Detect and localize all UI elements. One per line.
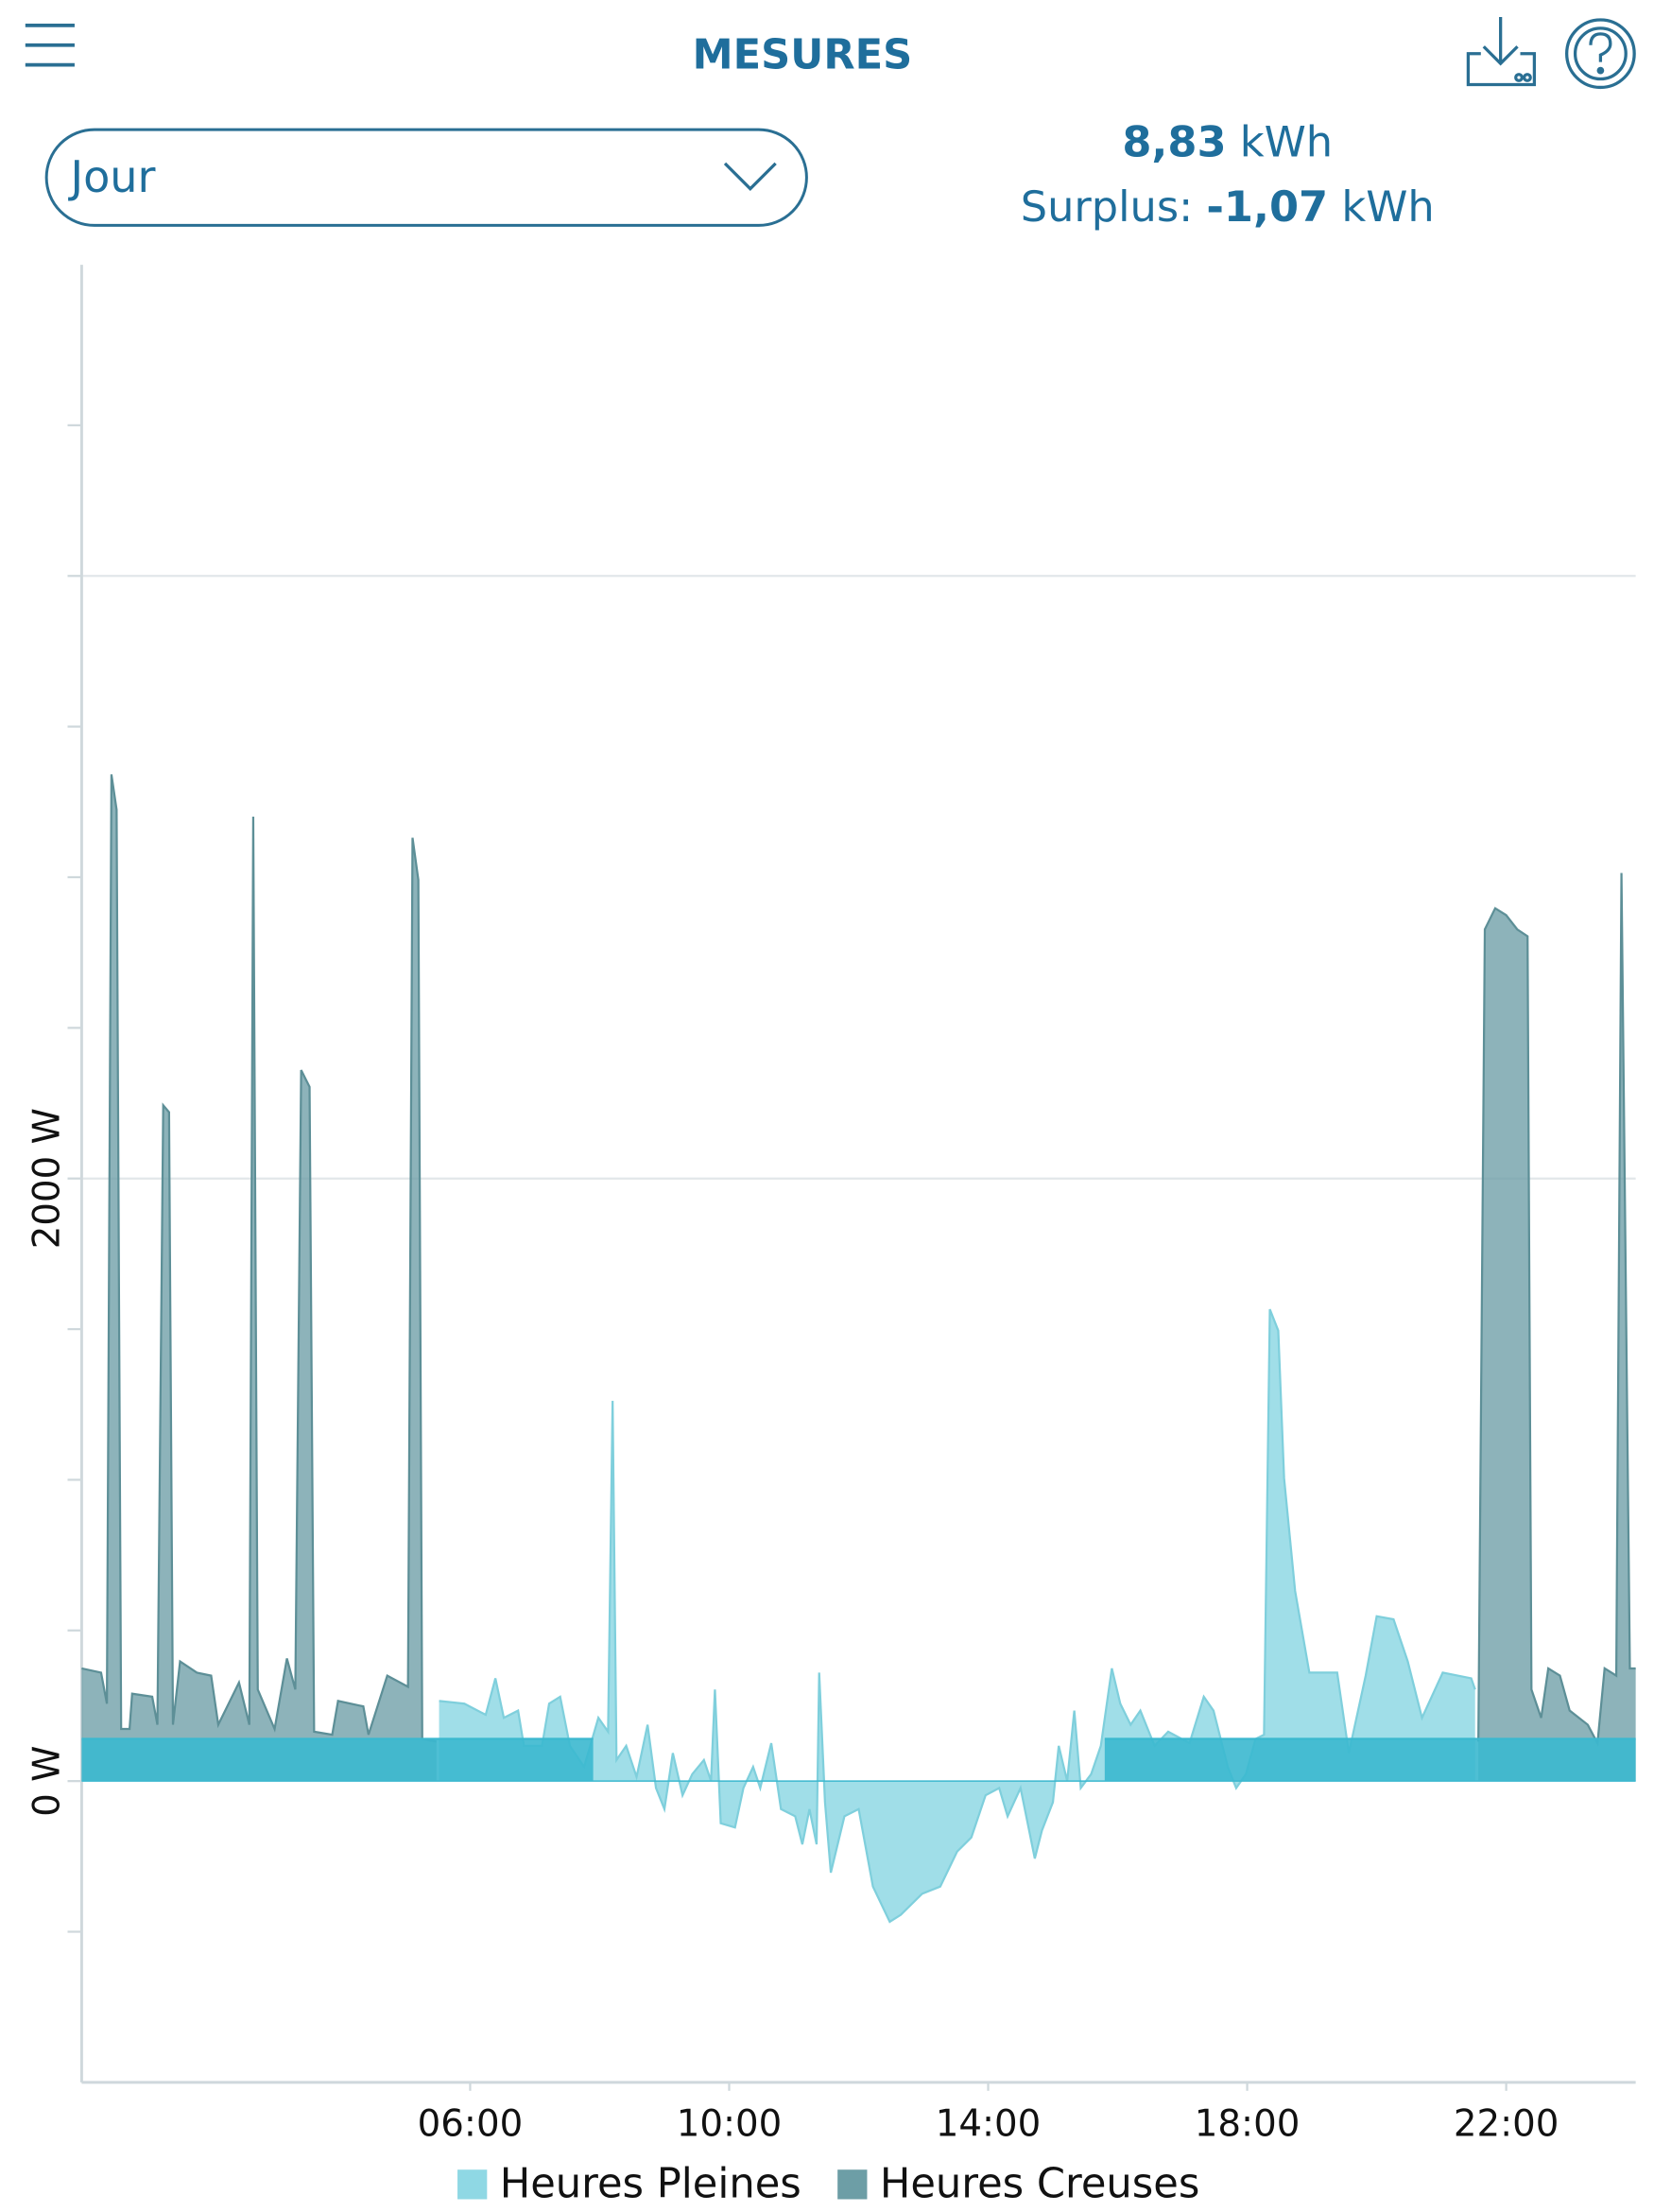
help-circle-inner xyxy=(1573,26,1628,81)
period-dropdown[interactable]: Jour xyxy=(44,128,808,227)
y-tick-label: 0 W xyxy=(26,1746,69,1817)
energy-total: 8,83 kWh xyxy=(1122,118,1333,167)
download-tray xyxy=(1466,52,1537,87)
surplus-value: -1,07 xyxy=(1206,182,1328,232)
x-tick-label: 18:00 xyxy=(1195,2103,1301,2146)
area-line xyxy=(439,1308,1476,1924)
help-button[interactable] xyxy=(1565,18,1636,90)
area-line xyxy=(81,774,1636,1747)
chart: 0 W 2000 W 06:00 10:00 14:00 18:00 22:00 Heures… xyxy=(26,265,1636,2208)
dropdown-chevron xyxy=(723,162,777,191)
page-title: MESURES xyxy=(693,32,913,79)
x-tick-label: 14:00 xyxy=(936,2103,1042,2146)
legend-swatch xyxy=(837,2169,868,2200)
x-tick-label: 22:00 xyxy=(1454,2103,1559,2146)
download-button[interactable] xyxy=(1466,16,1537,87)
dropdown-label: Jour xyxy=(67,151,155,202)
legend-label: Heures Pleines xyxy=(500,2161,801,2208)
legend-label: Heures Creuses xyxy=(880,2161,1200,2208)
download-arrow xyxy=(1482,16,1519,66)
surplus-unit: kWh xyxy=(1341,182,1434,232)
x-tick-label: 06:00 xyxy=(418,2103,524,2146)
help-circle xyxy=(1565,18,1636,90)
x-tick-label: 10:00 xyxy=(677,2103,783,2146)
surplus-label: Surplus: xyxy=(1021,182,1193,232)
help-mark xyxy=(1589,32,1612,62)
area-fill xyxy=(81,1738,1636,1782)
legend-swatch xyxy=(457,2169,488,2200)
energy-unit: kWh xyxy=(1240,118,1333,167)
energy-value: 8,83 xyxy=(1122,118,1226,167)
surplus-total: Surplus: -1,07 kWh xyxy=(1021,182,1435,232)
dropdown-box xyxy=(44,128,808,227)
icon-dot xyxy=(1523,73,1532,82)
menu-button[interactable] xyxy=(25,24,75,67)
area-fill xyxy=(81,774,1636,1782)
help-dot xyxy=(1596,66,1605,75)
y-tick-label: 2000 W xyxy=(26,1108,69,1249)
icon-dot xyxy=(1514,73,1524,82)
area-fill xyxy=(439,1309,1475,1922)
